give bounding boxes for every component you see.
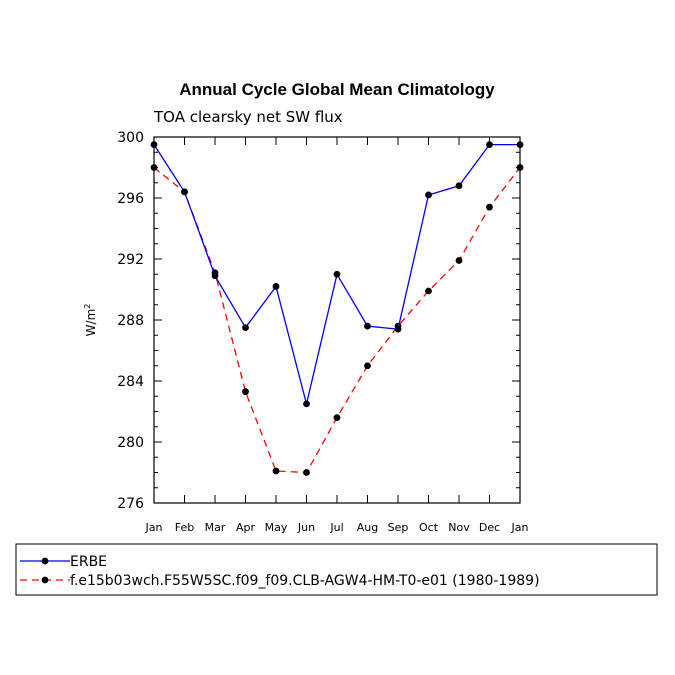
y-tick-label: 280	[117, 435, 144, 451]
data-point	[394, 325, 402, 333]
data-point	[242, 324, 249, 332]
legend-label: ERBE	[70, 554, 107, 570]
series-model	[150, 164, 524, 476]
x-tick-label: Jan	[145, 521, 163, 534]
data-point	[425, 191, 432, 199]
y-axis-label: W/m2	[83, 304, 98, 337]
x-tick-label: Jan	[511, 521, 529, 534]
legend-items: ERBE f.e15b03wch.F55W5SC.f09_f09.CLB-AGW4…	[20, 554, 540, 589]
data-point	[333, 414, 341, 421]
chart-title: Annual Cycle Global Mean Climatology	[179, 80, 495, 99]
x-tick-label: Sep	[388, 521, 409, 534]
x-tick-label: Nov	[448, 521, 470, 534]
x-tick-label: May	[265, 521, 288, 534]
x-tick-label: Jul	[329, 521, 343, 534]
data-point	[486, 203, 493, 211]
y-tick-label: 296	[117, 191, 144, 207]
x-tick-label: Apr	[236, 521, 256, 534]
x-tick-label: Mar	[205, 521, 226, 534]
y-axis-label-text: W/m	[84, 309, 98, 337]
series-line	[153, 166, 521, 474]
axis-ticks	[153, 136, 521, 504]
y-tick-label: 288	[117, 313, 144, 329]
data-point	[455, 182, 463, 190]
data-point	[272, 467, 280, 475]
legend: ERBE f.e15b03wch.F55W5SC.f09_f09.CLB-AGW4…	[15, 543, 658, 596]
data-point	[303, 400, 310, 408]
legend-entry: f.e15b03wch.F55W5SC.f09_f09.CLB-AGW4-HM-…	[20, 573, 540, 589]
data-point	[364, 362, 371, 370]
data-point	[303, 469, 310, 476]
legend-marker	[41, 557, 49, 565]
y-tick-label: 300	[117, 130, 144, 146]
x-tick-label: Dec	[479, 521, 500, 534]
data-point	[181, 188, 188, 196]
data-point	[333, 270, 341, 278]
chart-subtitle: TOA clearsky net SW flux	[153, 108, 343, 126]
x-tick-label: Oct	[419, 521, 439, 534]
data-point	[211, 272, 219, 280]
data-point	[425, 287, 432, 295]
legend-label: f.e15b03wch.F55W5SC.f09_f09.CLB-AGW4-HM-…	[70, 573, 540, 589]
data-point	[455, 257, 463, 264]
x-tick-label: Aug	[357, 521, 378, 534]
x-tick-label: Jun	[297, 521, 315, 534]
data-point	[364, 322, 371, 330]
y-tick-label: 284	[117, 374, 144, 390]
x-tick-label: Feb	[175, 521, 194, 534]
plot-frame	[153, 136, 521, 504]
legend-box	[15, 543, 658, 596]
legend-entry: ERBE	[20, 554, 107, 570]
data-point	[272, 283, 280, 290]
series-group	[150, 141, 524, 476]
y-tick-label: 292	[117, 252, 144, 268]
data-point	[242, 388, 249, 396]
series-erbe	[150, 141, 524, 408]
data-point	[486, 141, 493, 149]
y-axis-label-superscript: 2	[83, 304, 92, 309]
x-tick-labels: Jan Feb Mar Apr May Jun Jul Aug Sep Oct Nov Dec Jan	[145, 521, 529, 534]
y-tick-label: 276	[117, 496, 144, 512]
legend-marker	[41, 576, 49, 584]
y-tick-labels: 276 280 284 288 292 296 300	[117, 130, 144, 512]
